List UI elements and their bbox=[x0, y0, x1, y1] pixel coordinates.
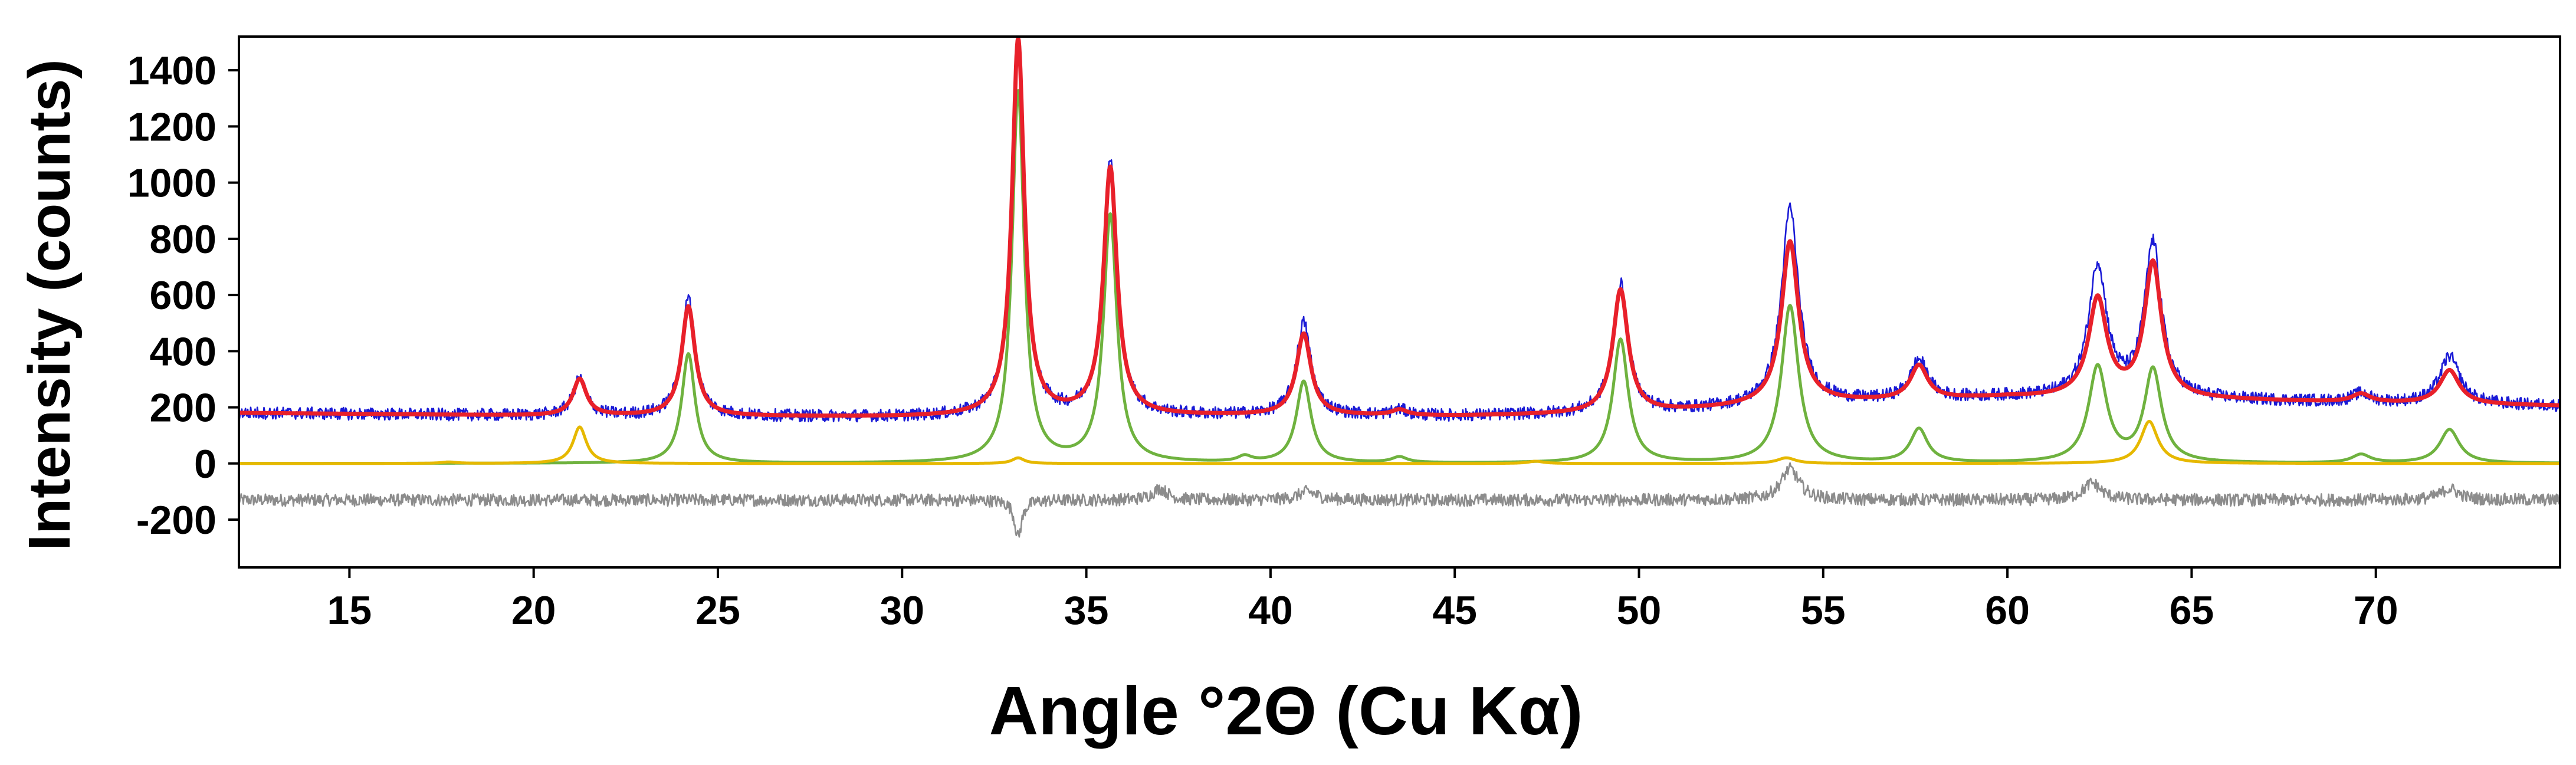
x-tick-label: 35 bbox=[1064, 588, 1109, 633]
y-tick-label: 1000 bbox=[127, 161, 216, 206]
x-tick-label: 70 bbox=[2354, 588, 2398, 633]
x-tick-label: 15 bbox=[327, 588, 372, 633]
y-axis-title: Intensity (counts) bbox=[17, 59, 83, 550]
x-axis-title: Angle °2Θ (Cu Kα) bbox=[989, 672, 1583, 749]
series-line-calculated bbox=[239, 37, 2560, 418]
series-layer bbox=[239, 37, 2560, 538]
series-line-phase-2 bbox=[239, 419, 2560, 465]
series-line-difference bbox=[239, 462, 2560, 538]
x-tick-label: 40 bbox=[1248, 588, 1293, 633]
x-tick-label: 50 bbox=[1617, 588, 1662, 633]
axes-layer: 15 20 25 30 35 40 45 50 55 60 65 70 -200 0 200 400 600 80… bbox=[127, 35, 2561, 633]
plot-frame bbox=[238, 35, 2561, 569]
y-tick-label: 400 bbox=[150, 329, 216, 374]
x-tick-label: 30 bbox=[880, 588, 924, 633]
y-tick-label: 1200 bbox=[127, 104, 216, 149]
x-tick-label: 65 bbox=[2170, 588, 2214, 633]
y-tick-label: 600 bbox=[150, 273, 216, 318]
x-tick-label: 55 bbox=[1801, 588, 1846, 633]
plot-area bbox=[239, 37, 2560, 538]
y-tick-label: 800 bbox=[150, 217, 216, 262]
y-tick-label: 1400 bbox=[127, 48, 216, 93]
x-tick-label: 45 bbox=[1432, 588, 1477, 633]
x-tick-label: 20 bbox=[511, 588, 556, 633]
y-tick-label: -200 bbox=[136, 498, 216, 543]
y-tick-label: 0 bbox=[194, 442, 216, 487]
x-tick-label: 25 bbox=[695, 588, 740, 633]
y-tick-label: 200 bbox=[150, 386, 216, 431]
x-tick-label: 60 bbox=[1985, 588, 2030, 633]
